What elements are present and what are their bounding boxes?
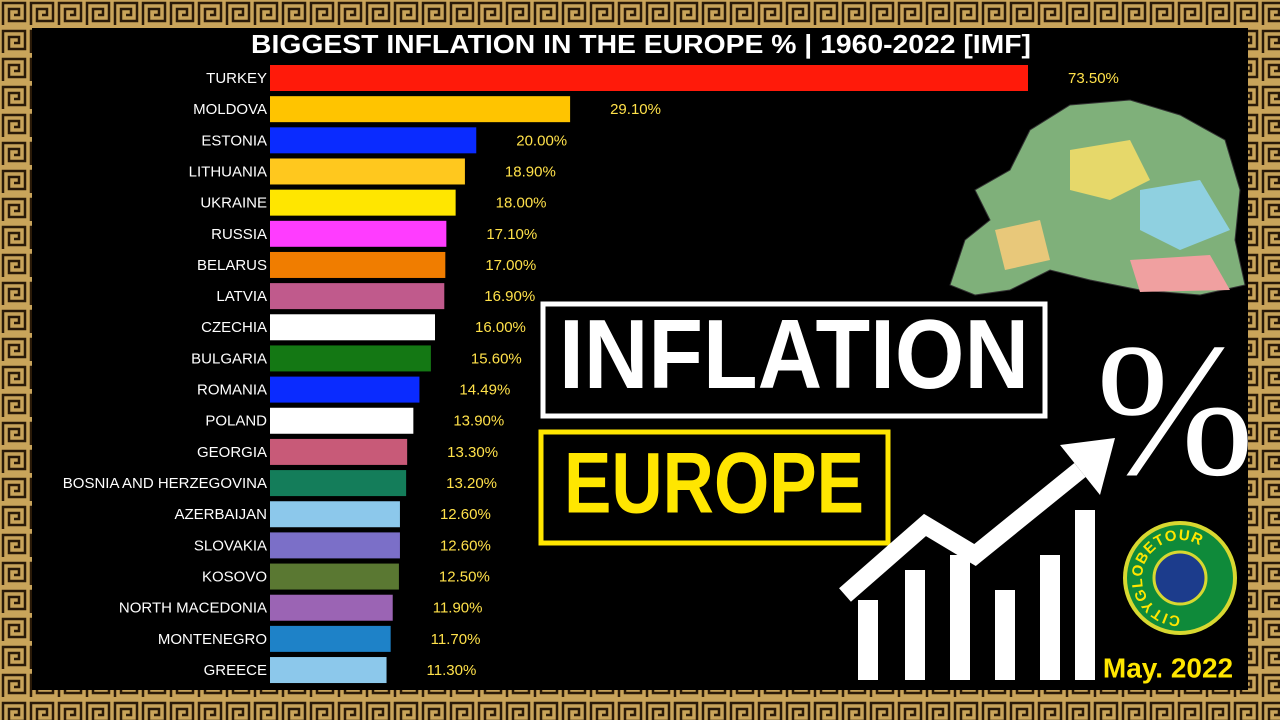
value-label: 13.20% [446,475,497,492]
bar [270,376,420,403]
chart-title: BIGGEST INFLATION IN THE EUROPE % | 1960… [251,29,1031,59]
bar [270,563,399,590]
bar [270,594,393,621]
category-label: GEORGIA [197,444,267,461]
bar [270,532,400,559]
bar [270,65,1028,91]
value-label: 12.50% [439,569,490,586]
category-label: KOSOVO [202,569,267,586]
bar [270,127,477,154]
category-label: BELARUS [197,257,267,274]
bar [270,501,400,528]
bar [270,158,465,185]
subheadline: EUROPE [564,436,864,532]
category-label: GREECE [204,662,267,679]
bar [270,657,387,684]
category-label: UKRAINE [200,195,267,212]
headline-box [540,301,1048,419]
bar [270,438,408,465]
category-label: SLOVAKIA [194,537,267,554]
value-label: 12.60% [440,506,491,523]
bar [270,251,446,278]
bar [270,407,414,434]
value-label: 20.00% [516,132,567,149]
bar [270,283,445,310]
value-label: 11.30% [427,662,477,679]
bar [270,625,391,652]
bar [270,96,571,123]
category-label: MONTENEGRO [158,631,267,648]
value-label: 14.49% [459,382,510,399]
date: May. 2022 [1103,652,1233,683]
category-label: ESTONIA [201,132,267,149]
category-label: RUSSIA [211,226,267,243]
value-label: 12.60% [440,537,491,554]
value-label: 16.90% [484,288,535,305]
map [949,99,1246,296]
value-label: 73.50% [1068,70,1119,87]
growth-icon [839,438,1115,680]
value-label: 11.70% [431,631,481,648]
bar [270,189,456,216]
value-label: 13.90% [453,413,504,430]
subheadline-box [538,429,891,546]
category-label: AZERBAIJAN [174,506,267,523]
value-label: 11.90% [433,600,483,617]
bar [270,220,447,247]
value-label: 29.10% [610,101,661,118]
value-label: 13.30% [447,444,498,461]
bar [270,314,436,341]
category-label: LITHUANIA [189,163,267,180]
category-label: NORTH MACEDONIA [119,600,267,617]
value-label: 18.00% [496,195,547,212]
bar [270,470,407,497]
headline: INFLATION [559,299,1029,409]
category-label: BOSNIA AND HERZEGOVINA [63,475,267,492]
value-label: 18.90% [505,163,556,180]
percent-symbol: % [1096,306,1254,516]
category-label: TURKEY [206,70,267,87]
value-label: 17.00% [485,257,536,274]
category-label: LATVIA [216,288,267,305]
value-label: 15.60% [471,350,522,367]
category-label: BULGARIA [191,350,267,367]
value-label: 16.00% [475,319,526,336]
value-label: 17.10% [486,226,537,243]
logo: CITYGLOBETOUR [1123,521,1237,635]
category-label: CZECHIA [201,319,267,336]
category-label: POLAND [205,413,267,430]
category-label: MOLDOVA [193,101,267,118]
bar [270,345,431,372]
category-label: ROMANIA [197,382,267,399]
